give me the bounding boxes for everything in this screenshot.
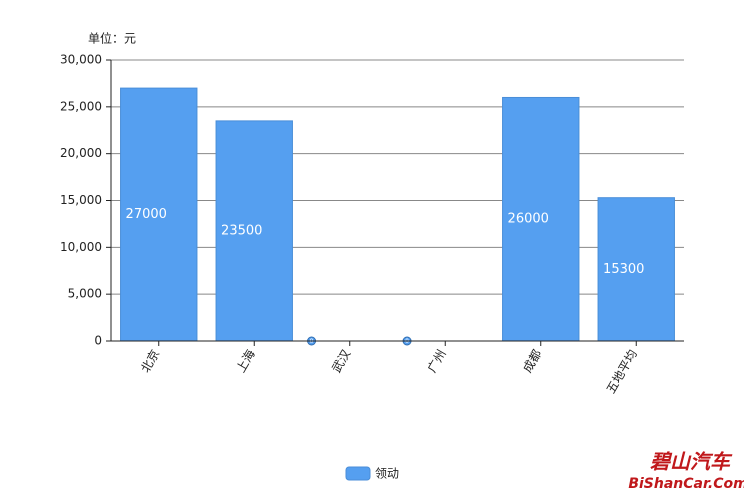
y-tick-label: 30,000 <box>60 53 102 67</box>
y-tick-label: 15,000 <box>60 193 102 207</box>
y-tick-label: 5,000 <box>68 287 102 301</box>
x-tick-label: 上海 <box>233 347 258 375</box>
legend-swatch <box>345 466 371 481</box>
x-tick-label: 成都 <box>520 347 544 375</box>
bar <box>215 120 293 342</box>
y-tick-label: 0 <box>94 334 102 348</box>
watermark-name: 碧山汽车 <box>650 450 733 474</box>
y-tick-label: 10,000 <box>60 240 102 254</box>
data-label: 23500 <box>221 223 262 238</box>
bar <box>502 96 580 342</box>
data-label: 15300 <box>603 262 644 277</box>
bar <box>120 87 198 342</box>
y-tick-label: 20,000 <box>60 146 102 160</box>
unit-label: 单位：元 <box>88 31 136 46</box>
x-tick-label: 广州 <box>425 347 449 375</box>
data-label: 26000 <box>508 212 549 227</box>
y-tick-label: 25,000 <box>60 99 102 113</box>
legend-label: 领动 <box>375 467 399 481</box>
watermark-site: BiShanCar.Com <box>628 476 744 492</box>
x-tick-label: 武汉 <box>329 347 353 375</box>
data-label: 27000 <box>126 207 167 222</box>
x-tick-label: 五地平均 <box>604 347 640 396</box>
x-tick-label: 北京 <box>138 347 162 375</box>
